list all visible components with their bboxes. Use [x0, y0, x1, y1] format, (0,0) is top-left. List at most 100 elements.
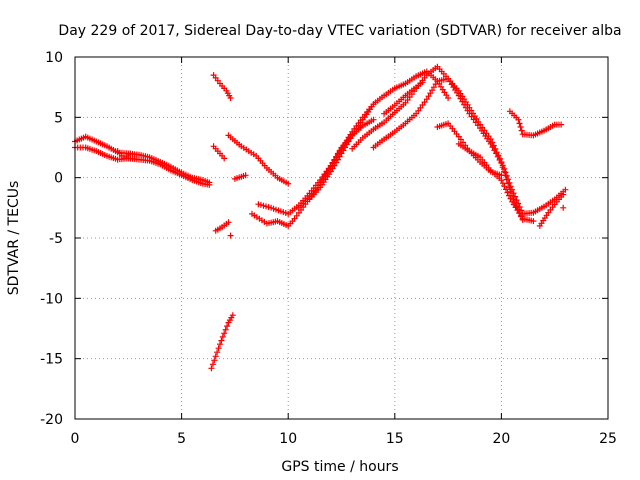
data-point: [370, 101, 377, 108]
data-point: [224, 323, 231, 330]
data-point: [227, 95, 234, 101]
data-point: [515, 116, 522, 123]
data-point: [512, 193, 519, 200]
data-point: [503, 186, 509, 193]
data-point: [222, 326, 229, 333]
series-track-19: [536, 191, 567, 229]
data-point: [505, 176, 512, 183]
data-point: [229, 312, 236, 319]
data-point: [492, 145, 499, 152]
data-point: [211, 357, 218, 364]
data-point: [496, 155, 503, 162]
x-tick-label: 25: [599, 431, 617, 447]
series-track-8: [231, 172, 249, 182]
data-point: [357, 124, 364, 130]
data-point: [487, 136, 494, 143]
series-track-5: [212, 219, 232, 234]
data-point: [506, 179, 513, 186]
data-point: [516, 120, 523, 127]
series-track-14: [370, 75, 569, 217]
data-point: [501, 183, 508, 190]
data-point: [502, 169, 509, 176]
isolated-points: [227, 204, 567, 239]
data-point: [517, 124, 524, 130]
data-point: [490, 142, 497, 149]
x-tick-label: 10: [279, 431, 297, 447]
data-point: [510, 190, 517, 197]
data-point: [499, 180, 506, 187]
series-track-18: [506, 108, 565, 139]
data-point: [214, 349, 221, 356]
data-point: [560, 204, 567, 211]
series-track-12: [306, 124, 364, 203]
data-point: [530, 218, 537, 225]
data-point: [209, 361, 216, 368]
data-point: [560, 191, 567, 198]
data-point: [506, 192, 512, 199]
y-tick-label: 5: [54, 110, 63, 126]
data-point: [495, 152, 502, 159]
data-point: [127, 150, 134, 157]
series-track-20: [114, 148, 134, 162]
data-point: [218, 337, 225, 344]
data-point: [430, 84, 437, 91]
chart-title: Day 229 of 2017, Sidereal Day-to-day VTE…: [58, 23, 621, 39]
data-point: [206, 181, 213, 188]
axis-ticks: 0 5 10 15 20 25 -20 -15 -10 -5 0 5 10: [40, 50, 617, 447]
data-point: [217, 341, 223, 348]
series-track-4: [210, 143, 228, 162]
data-point: [515, 200, 522, 207]
y-tick-label: -5: [49, 231, 63, 247]
data-point: [518, 127, 525, 134]
data-point: [558, 121, 565, 128]
data-point: [285, 180, 292, 187]
data-point: [513, 197, 520, 204]
data-point: [501, 165, 508, 172]
data-point: [509, 186, 516, 193]
data-point: [445, 95, 452, 101]
data-point: [219, 333, 226, 340]
data-point: [489, 139, 496, 146]
y-tick-label: -20: [40, 412, 63, 428]
grid: [75, 57, 608, 419]
data-point: [498, 159, 505, 165]
y-tick-label: 10: [45, 50, 63, 66]
data-point: [345, 138, 352, 145]
x-tick-label: 20: [492, 431, 510, 447]
x-tick-label: 5: [177, 431, 186, 447]
data-point: [419, 79, 426, 86]
y-tick-label: -15: [40, 352, 63, 368]
data-point: [212, 353, 219, 360]
data-point: [227, 232, 234, 239]
x-tick-label: 15: [386, 431, 404, 447]
series-track-15: [381, 79, 426, 117]
data-point: [208, 365, 215, 372]
y-tick-label: -10: [40, 291, 63, 307]
data-point: [370, 116, 377, 123]
series-track-3: [210, 72, 234, 101]
data-point: [336, 153, 343, 160]
series-track-6: [208, 312, 236, 372]
series-track-7: [225, 132, 292, 187]
data-point: [562, 186, 569, 193]
data-point: [498, 172, 505, 179]
series-track-2: [72, 144, 213, 188]
data-points: [72, 63, 569, 372]
data-point: [493, 149, 500, 156]
data-point: [504, 189, 511, 196]
data-point: [242, 172, 249, 179]
y-tick-label: 0: [54, 171, 63, 187]
x-tick-label: 0: [71, 431, 80, 447]
data-point: [499, 162, 506, 169]
data-point: [221, 330, 228, 337]
y-axis-label: SDTVAR / TECUs: [6, 181, 22, 296]
data-point: [507, 183, 514, 190]
data-point: [225, 219, 232, 226]
plot-frame: [74, 56, 609, 420]
data-point: [503, 172, 510, 179]
data-point: [507, 195, 514, 202]
data-point: [215, 345, 222, 352]
data-point: [221, 155, 228, 162]
x-axis-label: GPS time / hours: [281, 459, 398, 475]
